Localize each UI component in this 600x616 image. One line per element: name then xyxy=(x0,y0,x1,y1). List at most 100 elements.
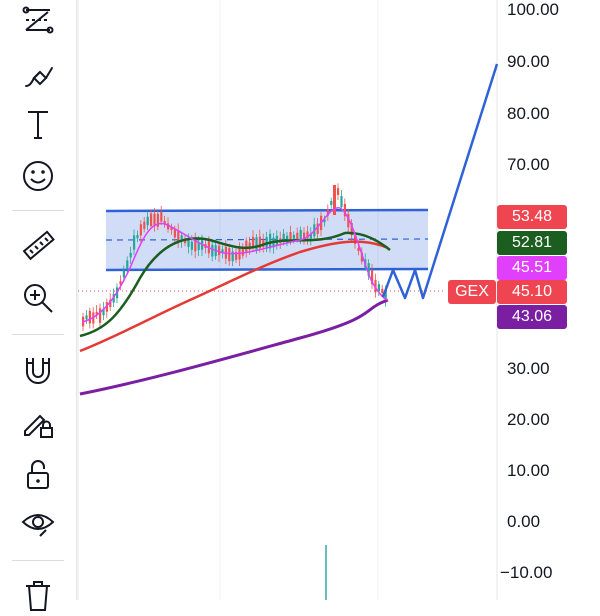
candle-body xyxy=(286,235,289,243)
toolbar-divider xyxy=(12,210,64,211)
candle-body xyxy=(221,249,224,253)
axis-tick-80: 80.00 xyxy=(507,104,550,123)
toolbar-divider xyxy=(12,334,64,335)
candle-body xyxy=(371,270,374,285)
axis-tick-neg10: −10.00 xyxy=(500,563,553,582)
brush-icon xyxy=(25,67,53,87)
candle-body xyxy=(170,227,173,231)
candle-body xyxy=(252,236,255,248)
candle-body xyxy=(133,235,136,250)
candle-body xyxy=(136,234,139,239)
candle-body xyxy=(184,239,187,244)
channel-upper-line[interactable] xyxy=(105,208,429,213)
drawing-toolbar xyxy=(0,0,77,611)
chart-grid xyxy=(77,0,498,600)
candle-body xyxy=(381,288,384,293)
emoji-tool[interactable] xyxy=(14,154,62,198)
toolbar-divider xyxy=(12,560,64,561)
candle-body xyxy=(180,235,183,242)
price-badge-ma-pink: 45.51 xyxy=(497,256,567,280)
zoom-tool[interactable] xyxy=(14,276,62,320)
magnet-tool[interactable] xyxy=(14,348,62,392)
candle-body xyxy=(160,212,163,222)
volume-bar xyxy=(325,545,327,600)
price-badge-ma-green: 52.81 xyxy=(497,231,567,255)
axis-tick-0: 0.00 xyxy=(507,512,541,531)
smiley-icon xyxy=(23,161,53,191)
candle-body xyxy=(292,234,295,239)
candle-body xyxy=(337,188,340,195)
candle-body xyxy=(187,238,190,247)
candle-body xyxy=(88,310,91,324)
candle-body xyxy=(255,237,258,250)
ma-pink-line xyxy=(81,207,389,323)
hide-tool[interactable] xyxy=(14,500,62,544)
candle-body xyxy=(316,223,319,234)
candle-body xyxy=(167,223,170,230)
candle-body xyxy=(235,252,238,260)
candle-body xyxy=(218,245,221,256)
candle-body xyxy=(177,230,180,243)
brush-tool[interactable] xyxy=(14,52,62,96)
axis-tick-30: 30.00 xyxy=(507,359,550,378)
candle-body xyxy=(258,236,261,249)
text-icon xyxy=(28,111,48,139)
ma-purple-line xyxy=(79,298,389,396)
candle-body xyxy=(119,281,122,285)
zoom-in-icon xyxy=(24,284,53,313)
candle-body xyxy=(197,242,200,251)
unlock-icon xyxy=(27,460,49,489)
candle-body xyxy=(309,233,312,239)
candle-body xyxy=(99,308,102,323)
candle-body xyxy=(143,221,146,230)
axis-tick-70: 70.00 xyxy=(507,155,550,174)
axis-tick-90: 90.00 xyxy=(507,52,550,71)
price-badge-channel-top: 53.48 xyxy=(497,205,567,229)
trend-lines-icon xyxy=(22,6,54,34)
ruler-tool[interactable] xyxy=(14,224,62,268)
channel-lower-line[interactable] xyxy=(105,267,429,272)
candle-body xyxy=(231,251,234,262)
axis-tick-20: 20.00 xyxy=(507,410,550,429)
candle-body xyxy=(269,233,272,249)
lock-tool[interactable] xyxy=(14,452,62,496)
candle-body xyxy=(163,220,166,225)
candle-body xyxy=(85,315,88,320)
candle-body xyxy=(150,213,153,227)
candle-body xyxy=(109,299,112,308)
price-badge-last: 45.10 xyxy=(497,280,567,304)
candle-body xyxy=(384,289,387,300)
candle-body xyxy=(194,237,197,252)
axis-tick-10: 10.00 xyxy=(507,461,550,480)
candle-body xyxy=(357,247,360,251)
candle-body xyxy=(102,308,105,316)
candle-body xyxy=(296,232,299,239)
trend-line-tool[interactable] xyxy=(14,0,62,44)
candle-body xyxy=(282,233,285,243)
candle-body xyxy=(190,241,193,250)
ma-red-line xyxy=(79,240,389,353)
candle-body xyxy=(228,248,231,262)
candle-body xyxy=(289,232,292,240)
candle-body xyxy=(129,252,132,258)
candle-body xyxy=(303,232,306,242)
candle-body xyxy=(153,213,156,226)
candle-body xyxy=(333,185,336,215)
projection-path[interactable] xyxy=(381,63,499,300)
axis-tick-100: 100.00 xyxy=(507,0,559,19)
eye-icon xyxy=(21,514,55,537)
candle-body xyxy=(241,247,244,256)
candle-body xyxy=(156,213,159,227)
candle-body xyxy=(122,270,125,278)
lock-drawings-tool[interactable] xyxy=(14,400,62,444)
candle-body xyxy=(112,293,115,303)
candle-body xyxy=(340,195,343,208)
candle-body xyxy=(343,203,346,217)
price-chart[interactable] xyxy=(0,0,600,600)
candle-body xyxy=(126,260,129,269)
candle-body xyxy=(347,213,350,228)
candle-body xyxy=(95,311,98,316)
text-tool[interactable] xyxy=(14,102,62,146)
candle-body xyxy=(374,279,377,293)
candle-body xyxy=(248,242,251,250)
